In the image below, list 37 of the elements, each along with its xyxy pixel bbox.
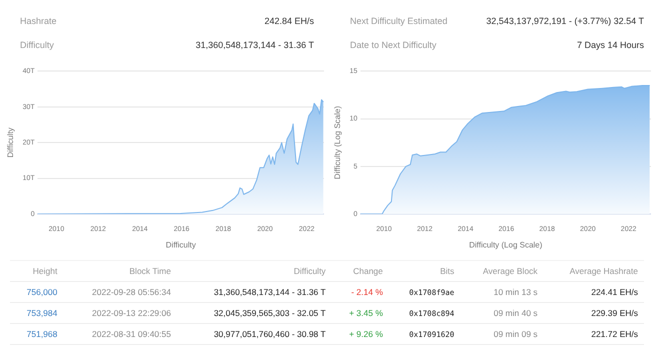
category-label: Change [332, 260, 389, 282]
category-label: Height [10, 260, 64, 282]
text: Next Difficulty Estimated [350, 16, 448, 28]
y-axis-title: Difficulty (Log Scale) [333, 106, 342, 180]
text: 31,360,548,173,144 - 31.36 T [196, 40, 314, 52]
category-label: Block Time [63, 260, 177, 282]
text: 2022-09-28 05:56:34 [92, 287, 171, 297]
text: 31,360,548,173,144 - 31.36 T [214, 287, 326, 297]
text: Date to Next Difficulty [350, 40, 436, 52]
text: 2022-09-13 22:29:06 [92, 308, 171, 318]
category-label: Average Hashrate [544, 260, 644, 282]
text: 2022-08-31 09:40:55 [92, 329, 171, 339]
text: 09 min 40 s [494, 308, 538, 318]
text: 756,000 [26, 287, 58, 297]
category-label: Average Block [460, 260, 544, 282]
text: 224.41 EH/s [591, 287, 638, 297]
text: - 2.14 % [351, 287, 383, 297]
y-axis-title: Difficulty [6, 128, 16, 158]
text: 753,984 [26, 308, 58, 318]
category-label: Difficulty [176, 260, 332, 282]
text: 32,045,359,565,303 - 32.05 T [214, 308, 326, 318]
x-axis-title: Difficulty (Log Scale) [469, 240, 543, 250]
text: Difficulty [20, 40, 54, 52]
text: 10 min 13 s [494, 287, 538, 297]
text: Hashrate [20, 16, 57, 28]
text: 32,543,137,972,191 - (+3.77%) 32.54 T [486, 16, 644, 28]
x-axis-title: Difficulty [166, 240, 196, 250]
text: + 9.26 % [349, 329, 383, 339]
text: 30,977,051,760,460 - 30.98 T [214, 329, 326, 339]
text: 751,968 [26, 329, 58, 339]
text: 221.72 EH/s [591, 329, 638, 339]
text: 7 Days 14 Hours [576, 40, 644, 52]
text: 229.39 EH/s [591, 308, 638, 318]
text: + 3.45 % [349, 308, 383, 318]
text: 242.84 EH/s [264, 16, 314, 28]
category-label: Bits [388, 260, 460, 282]
text: 09 min 09 s [494, 329, 538, 339]
